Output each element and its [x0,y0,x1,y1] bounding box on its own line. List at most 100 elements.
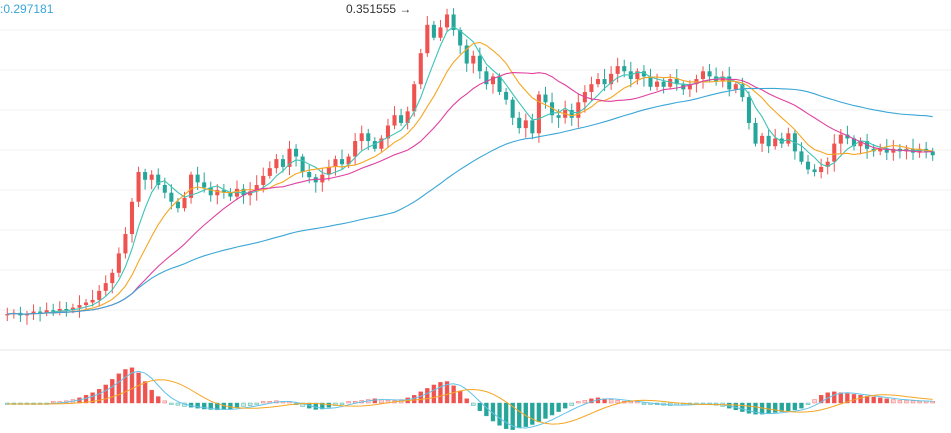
candle-body [84,302,89,306]
candle-body [261,175,266,185]
macd-histogram-bar [129,367,135,404]
candle-body [648,76,653,87]
candle-body [215,190,220,196]
macd-histogram-bar [818,395,824,404]
candle-body [851,138,856,147]
candle-body [589,84,594,92]
candle-body [622,66,627,72]
candle-body [90,299,95,303]
macd-histogram-bar [96,389,102,404]
candle-body [786,133,791,144]
macd-histogram-bar [123,369,128,404]
candle-body [917,148,922,153]
macd-histogram-bar [254,402,259,405]
candle-body [399,115,404,123]
candle-body [287,148,292,167]
candle-body [878,148,883,152]
candle-body [175,201,180,209]
candle-body [799,151,804,162]
candle-body [523,120,528,129]
ma-long-line [7,87,933,315]
macd-histogram-bar [162,400,167,404]
candle-body [418,53,423,85]
macd-histogram-bar [517,402,522,429]
candle-body [294,148,299,157]
ma-mid-line [7,41,933,315]
candle-body [51,310,56,312]
candle-body [812,169,817,173]
macd-histogram-bar [891,399,896,404]
macd-histogram-bar [228,402,233,410]
candle-body [464,45,469,64]
candle-body [359,133,364,142]
candle-body [884,148,889,153]
macd-histogram-bar [563,402,568,409]
macd-histogram-bar [779,402,784,412]
macd-histogram-bar [425,388,430,404]
candle-body [490,76,496,85]
macd-histogram-bar [510,402,515,430]
ma-slow-line [7,72,933,315]
macd-histogram-bar [444,381,450,404]
candle-body [182,197,187,209]
macd-histogram-bar [838,392,844,404]
macd-histogram-bar [871,396,876,404]
ma-fast-line [7,26,933,315]
candle-body [536,94,541,134]
candle-body [379,138,384,149]
high-price-marker: 0.351555 → [346,2,412,16]
macd-histogram-bar [471,402,476,406]
candle-body [70,307,75,311]
macd-histogram-bar [457,390,463,404]
macd-histogram-bar [51,401,56,404]
candle-body [280,159,285,167]
macd-histogram-bar [608,399,614,404]
candle-body [727,76,732,90]
candle-body [162,184,167,193]
candle-body [746,97,751,123]
candle-body [103,283,108,291]
candle-body [143,172,148,180]
candle-body [773,138,778,147]
candle-body [425,24,430,54]
candle-body [687,84,692,90]
candle-body [805,161,811,170]
candle-body [674,79,679,85]
macd-histogram-bar [543,402,548,419]
macd-histogram-bar [832,391,837,404]
candle-body [5,314,10,316]
macd-histogram-bar [464,398,469,404]
candle-body [307,172,312,178]
candle-body [405,111,410,123]
macd-histogram-bar [431,384,437,404]
macd-histogram-bar [346,401,351,404]
candle-body [202,182,207,188]
candle-body [44,310,49,313]
macd-histogram-bar [241,402,246,407]
candle-body [64,308,69,311]
macd-histogram-bar [247,402,253,406]
macd-histogram-bar [549,402,555,416]
candle-body [930,151,935,156]
macd-histogram-bar [202,402,207,410]
macd-histogram-bar [300,402,305,407]
candle-body [602,79,607,85]
macd-histogram-bar [812,399,817,404]
macd-histogram-bar [773,402,778,413]
macd-histogram-bar [215,402,220,411]
candle-body [326,166,331,175]
macd-histogram-bar [116,373,122,404]
candle-body [123,234,128,254]
candle-body [635,71,640,80]
candle-body [97,290,102,300]
candle-body [891,148,896,153]
macd-histogram-bar [477,402,483,411]
candle-body [353,141,358,157]
candle-body [208,187,213,196]
macd-histogram-bar [149,389,154,404]
candle-body [451,14,456,30]
candle-body [477,55,482,72]
candle-body [346,156,351,165]
candle-body [700,71,706,80]
